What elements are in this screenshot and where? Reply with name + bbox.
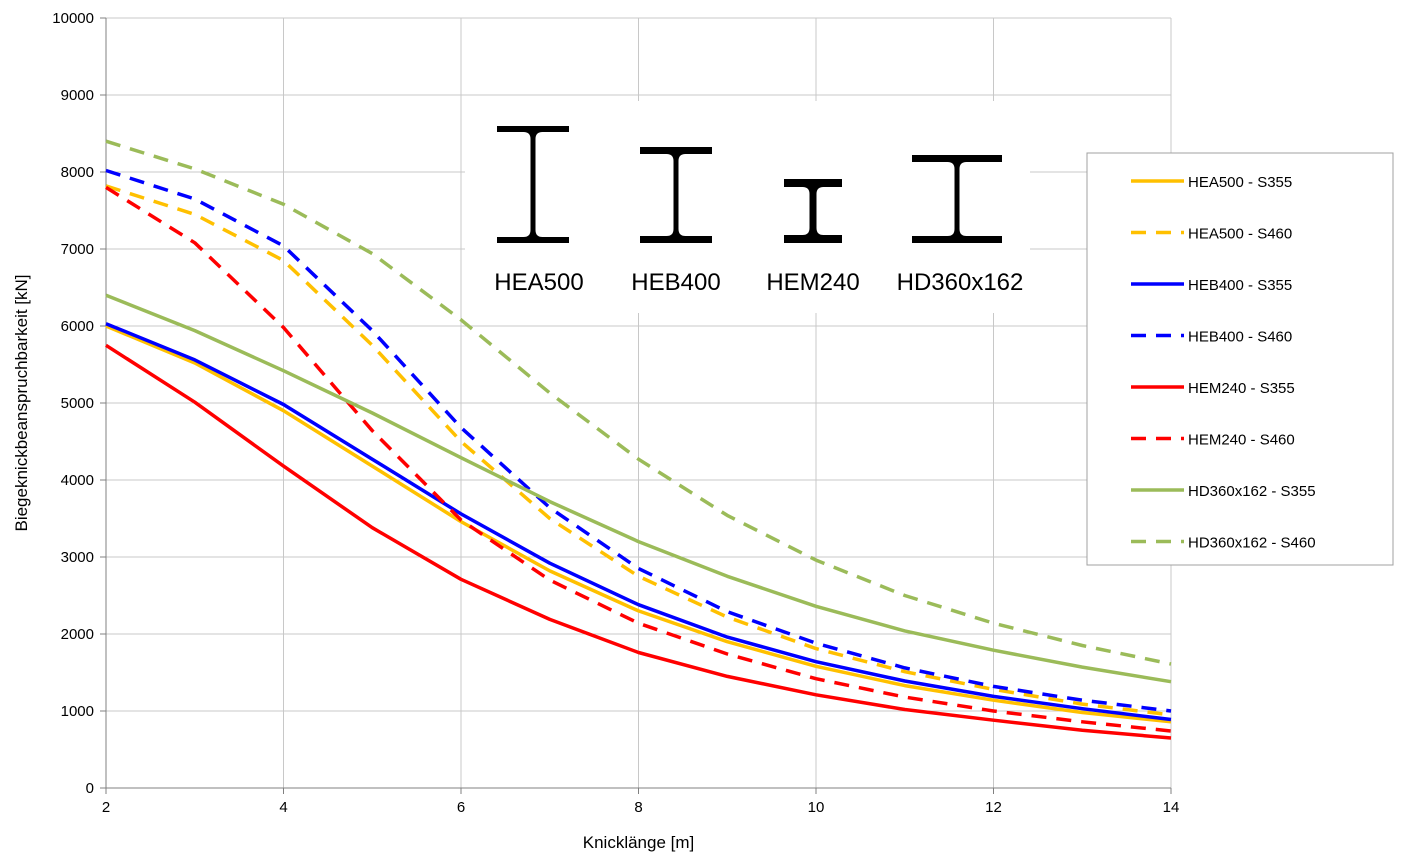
x-tick-label-8: 8 (634, 799, 642, 816)
profile-illustration: HEA500 HEB400 HEM240 HD360x162 (465, 101, 1030, 313)
y-tick-label-9000: 9000 (61, 87, 94, 104)
legend-label-hd360x162-s460: HD360x162 - S460 (1188, 535, 1316, 552)
x-tick-label-2: 2 (102, 799, 110, 816)
y-tick-label-8000: 8000 (61, 164, 94, 181)
legend-label-hea500-s355: HEA500 - S355 (1188, 174, 1292, 191)
legend-label-hd360x162-s355: HD360x162 - S355 (1188, 483, 1316, 500)
axes: 0 1000 2000 3000 4000 5000 6000 7000 8000 9000 100… (12, 10, 1179, 852)
profile-hd360x162-icon (912, 155, 1002, 243)
grid (105, 17, 1172, 789)
series-lines (105, 139, 1172, 740)
y-tick-label-6000: 6000 (61, 318, 94, 335)
series-line-hd360x162-s355 (105, 293, 1172, 684)
y-tick-label-4000: 4000 (61, 472, 94, 489)
series-line-hem240-s460 (105, 185, 1172, 733)
x-tick-label-10: 10 (808, 799, 825, 816)
legend: HEA500 - S355 HEA500 - S460 HEB400 - S355 H… (1086, 152, 1394, 566)
y-tick-label-7000: 7000 (61, 241, 94, 258)
y-tick-label-3000: 3000 (61, 549, 94, 566)
series-line-hem240-s355 (105, 343, 1172, 740)
series-line-hea500-s355 (105, 324, 1172, 724)
profile-hea500-icon (497, 126, 569, 243)
legend-label-hea500-s460: HEA500 - S460 (1188, 226, 1292, 243)
legend-box (1086, 152, 1394, 566)
legend-label-hem240-s460: HEM240 - S460 (1188, 432, 1295, 449)
profile-label-hea500: HEA500 (494, 269, 583, 296)
y-tick-label-1000: 1000 (61, 703, 94, 720)
profile-illustration-background (465, 101, 1030, 313)
x-axis-title: Knicklänge [m] (583, 833, 695, 852)
profile-label-hem240: HEM240 (766, 269, 859, 296)
legend-label-heb400-s460: HEB400 - S460 (1188, 329, 1292, 346)
x-tick-label-14: 14 (1163, 799, 1180, 816)
profile-hem240-icon (784, 179, 842, 243)
y-tick-label-5000: 5000 (61, 395, 94, 412)
y-tick-label-10000: 10000 (52, 10, 94, 27)
x-tick-label-4: 4 (279, 799, 287, 816)
x-tick-label-6: 6 (457, 799, 465, 816)
y-axis-title: Biegeknickbeanspruchbarkeit [kN] (12, 274, 31, 531)
y-tick-label-2000: 2000 (61, 626, 94, 643)
profile-label-heb400: HEB400 (631, 269, 720, 296)
series-line-heb400-s460 (105, 168, 1172, 713)
legend-label-hem240-s355: HEM240 - S355 (1188, 380, 1295, 397)
x-tick-label-12: 12 (985, 799, 1002, 816)
y-tick-label-0: 0 (86, 780, 94, 797)
profile-label-hd360x162: HD360x162 (897, 269, 1024, 296)
profile-heb400-icon (640, 147, 712, 243)
series-line-hd360x162-s460 (105, 139, 1172, 666)
legend-label-heb400-s355: HEB400 - S355 (1188, 277, 1292, 294)
series-line-heb400-s355 (105, 322, 1172, 722)
